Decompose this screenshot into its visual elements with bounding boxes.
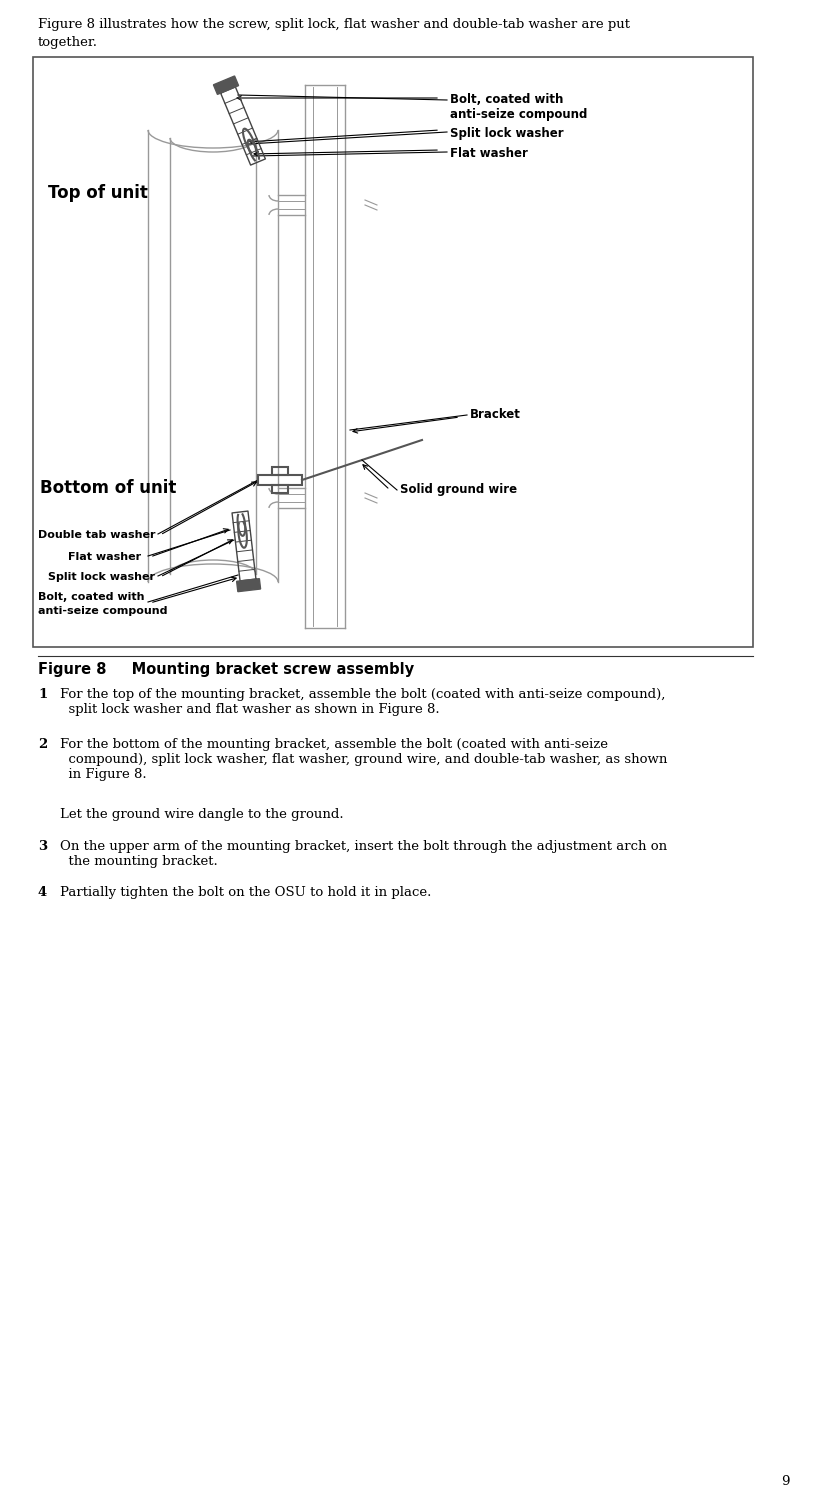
Bar <box>272 468 288 475</box>
Text: 3: 3 <box>38 841 47 853</box>
Text: Bracket: Bracket <box>470 409 521 421</box>
Text: Flat washer: Flat washer <box>450 147 528 159</box>
Text: Double tab washer: Double tab washer <box>38 529 156 540</box>
Text: Split lock washer: Split lock washer <box>450 126 564 140</box>
Text: Bolt, coated with: Bolt, coated with <box>38 593 144 602</box>
Text: Let the ground wire dangle to the ground.: Let the ground wire dangle to the ground… <box>60 808 344 821</box>
Text: For the bottom of the mounting bracket, assemble the bolt (coated with anti-seiz: For the bottom of the mounting bracket, … <box>60 738 608 750</box>
Text: For the top of the mounting bracket, assemble the bolt (coated with anti-seize c: For the top of the mounting bracket, ass… <box>60 687 665 701</box>
Text: the mounting bracket.: the mounting bracket. <box>60 854 218 868</box>
Bar <box>33 57 753 647</box>
Text: Split lock washer: Split lock washer <box>48 572 155 582</box>
Text: Partially tighten the bolt on the OSU to hold it in place.: Partially tighten the bolt on the OSU to… <box>60 886 432 899</box>
Text: Mounting bracket screw assembly: Mounting bracket screw assembly <box>106 662 414 677</box>
Polygon shape <box>236 579 260 591</box>
Text: Top of unit: Top of unit <box>48 183 147 202</box>
Text: 2: 2 <box>38 738 47 750</box>
Text: anti-seize compound: anti-seize compound <box>450 108 588 120</box>
Text: 4: 4 <box>38 886 47 899</box>
Text: compound), split lock washer, flat washer, ground wire, and double-tab washer, a: compound), split lock washer, flat washe… <box>60 754 667 766</box>
Text: Solid ground wire: Solid ground wire <box>400 483 517 496</box>
Polygon shape <box>213 77 239 95</box>
Text: split lock washer and flat washer as shown in Figure 8.: split lock washer and flat washer as sho… <box>60 702 440 716</box>
Bar <box>258 475 302 484</box>
Text: Bottom of unit: Bottom of unit <box>40 478 176 496</box>
Text: anti-seize compound: anti-seize compound <box>38 606 167 617</box>
Text: 9: 9 <box>781 1475 790 1487</box>
Text: in Figure 8.: in Figure 8. <box>60 769 147 781</box>
Text: On the upper arm of the mounting bracket, insert the bolt through the adjustment: On the upper arm of the mounting bracket… <box>60 841 667 853</box>
Text: Figure 8: Figure 8 <box>38 662 106 677</box>
Text: Flat washer: Flat washer <box>68 552 141 562</box>
Text: Bolt, coated with: Bolt, coated with <box>450 93 564 105</box>
Text: 1: 1 <box>38 687 47 701</box>
Bar <box>272 484 288 493</box>
Text: Figure 8 illustrates how the screw, split lock, flat washer and double-tab washe: Figure 8 illustrates how the screw, spli… <box>38 18 630 32</box>
Text: together.: together. <box>38 36 98 50</box>
